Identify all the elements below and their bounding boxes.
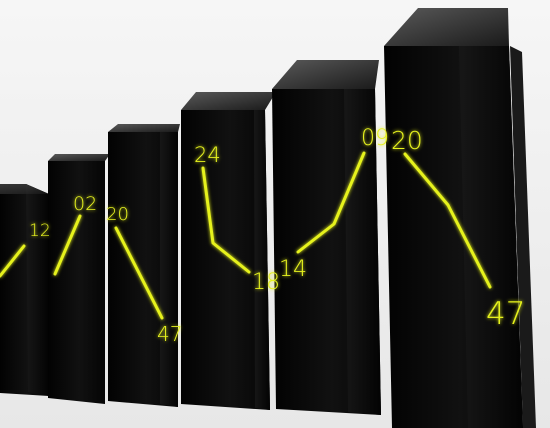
label-02: 02 bbox=[73, 193, 97, 215]
bar-1 bbox=[0, 184, 49, 396]
bar-6 bbox=[384, 8, 536, 428]
number-labels: 12 02 20 47 24 18 14 09 20 47 bbox=[29, 126, 525, 346]
bar-3 bbox=[108, 124, 180, 407]
glow-line bbox=[0, 151, 492, 320]
bar-5 bbox=[272, 60, 381, 415]
label-14: 14 bbox=[279, 257, 307, 282]
label-12: 12 bbox=[29, 221, 51, 241]
label-47-left: 47 bbox=[157, 322, 182, 346]
label-09: 09 bbox=[361, 126, 389, 151]
label-24: 24 bbox=[194, 143, 221, 167]
label-47-right: 47 bbox=[486, 296, 525, 332]
label-20-left: 20 bbox=[106, 204, 129, 225]
label-18: 18 bbox=[252, 270, 280, 295]
bar-2 bbox=[48, 154, 110, 404]
label-20-right: 20 bbox=[391, 126, 423, 155]
bar-4 bbox=[181, 92, 276, 410]
